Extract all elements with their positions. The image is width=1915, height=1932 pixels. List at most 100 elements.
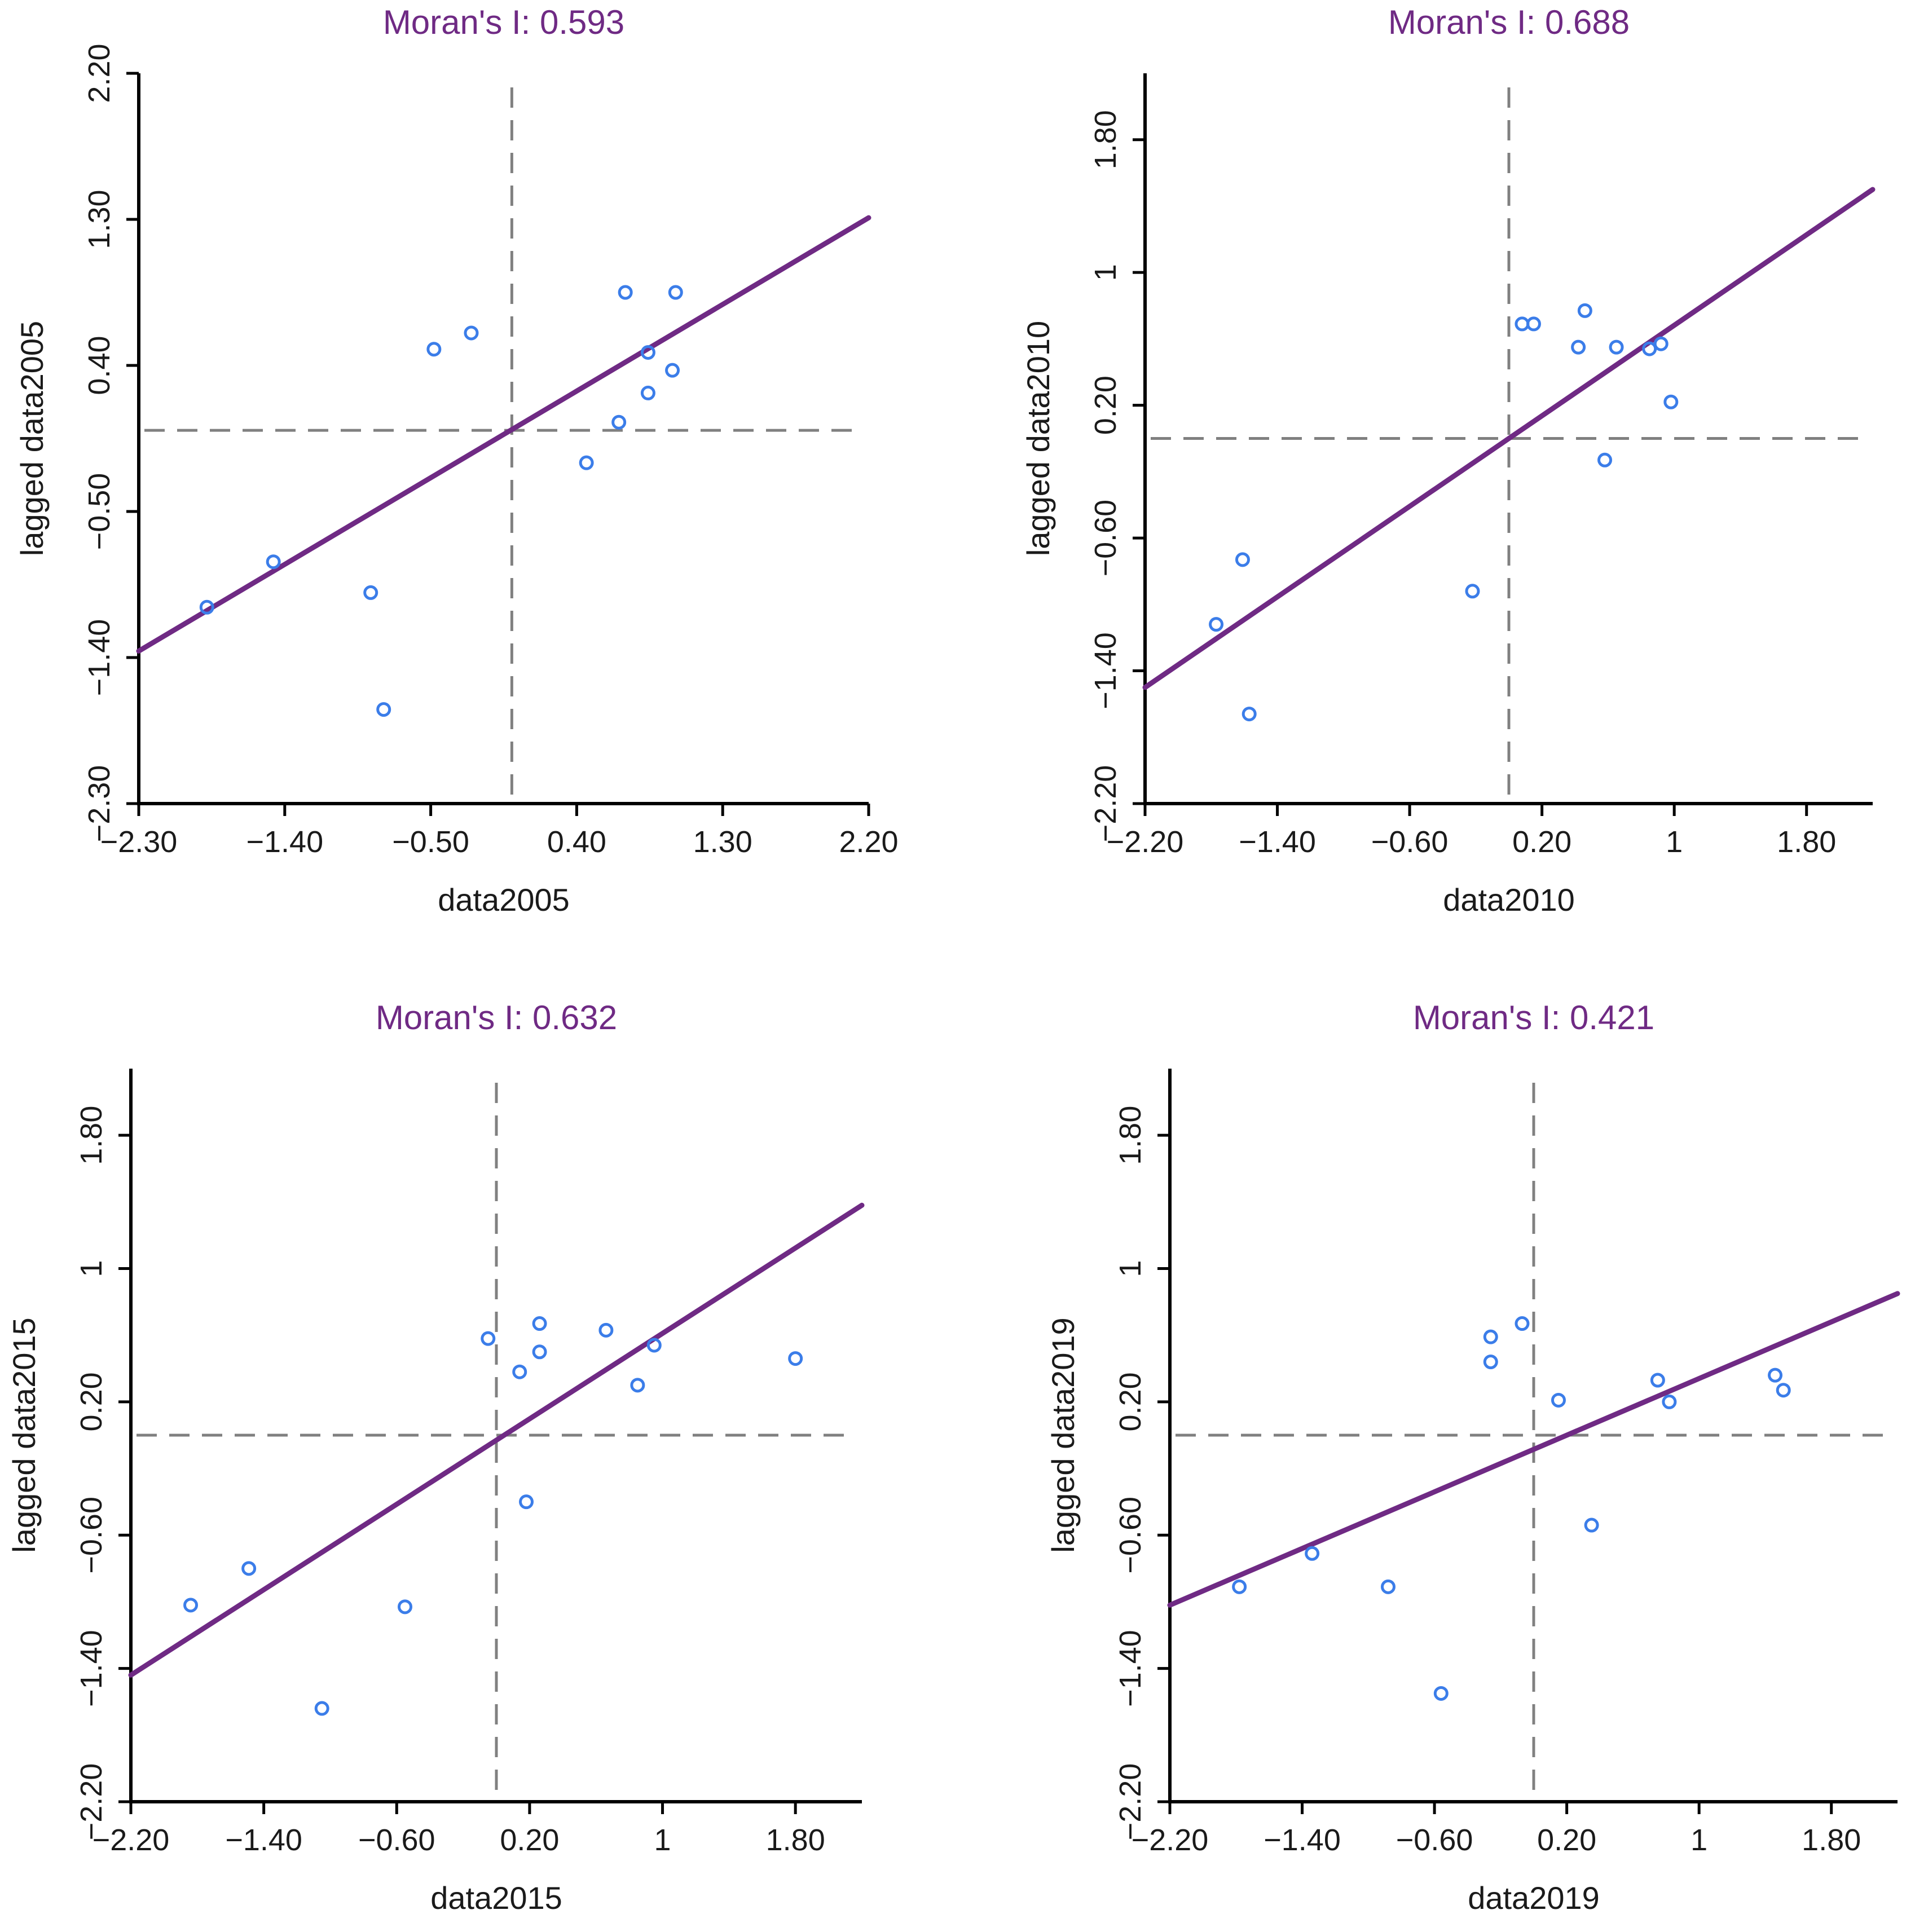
scatter-panel-4: Moran's I: 0.421 −2.20 −1.40 −0.60 0.20 1 1.80…	[1045, 999, 1900, 1916]
data-point	[1242, 707, 1257, 722]
data-point	[1483, 1355, 1498, 1369]
data-point	[314, 1701, 329, 1716]
y-axis-title: lagged data2015	[6, 1317, 42, 1552]
y-tick-label: 0.20	[1089, 376, 1122, 435]
data-point	[1551, 1392, 1566, 1408]
scatter-panel-2: Moran's I: 0.688 −2.20 −1.40 −0.60 0.20 1 1.80…	[1020, 3, 1876, 918]
x-tick-label: −0.60	[1371, 825, 1449, 859]
chart-title: Moran's I: 0.688	[1388, 3, 1630, 41]
x-tick-label: −1.40	[225, 1823, 302, 1857]
y-tick-label: 2.20	[82, 43, 116, 103]
x-tick-label: 1	[654, 1823, 671, 1857]
data-point	[1768, 1368, 1783, 1383]
y-tick-label: −1.40	[1113, 1630, 1147, 1707]
x-tick-label: −1.40	[1239, 825, 1316, 859]
data-point	[1305, 1546, 1320, 1561]
y-tick-label: −0.60	[1089, 500, 1122, 577]
data-point	[668, 285, 683, 300]
y-tick-label: −0.60	[1113, 1497, 1147, 1574]
chart-title: Moran's I: 0.632	[376, 999, 617, 1036]
data-point	[665, 363, 680, 378]
data-point	[579, 455, 594, 470]
data-point	[646, 1338, 662, 1353]
x-tick-label: 0.20	[1537, 1823, 1596, 1857]
y-tick-label: 0.40	[82, 336, 116, 395]
x-tick-label: −0.60	[358, 1823, 435, 1857]
x-tick-label: −2.20	[1132, 1823, 1209, 1857]
data-point	[398, 1599, 412, 1615]
regression-line	[136, 215, 871, 654]
data-point	[1653, 336, 1669, 351]
data-point	[241, 1561, 257, 1576]
chart-title: Moran's I: 0.593	[383, 3, 624, 41]
data-point	[183, 1598, 199, 1613]
y-tick-label: 1	[1089, 264, 1122, 281]
y-tick-label: 1.80	[1113, 1106, 1147, 1165]
y-tick-label: −1.40	[82, 619, 116, 696]
y-tick-label: −0.50	[82, 473, 116, 550]
data-point	[611, 414, 627, 430]
y-tick-label: 0.20	[1113, 1372, 1147, 1431]
data-point	[1663, 394, 1679, 409]
y-tick-label: 1	[1113, 1260, 1147, 1277]
data-point	[1515, 1316, 1530, 1331]
data-point	[1526, 316, 1541, 332]
x-tick-label: −1.40	[1264, 1823, 1341, 1857]
x-tick-label: 2.20	[839, 825, 898, 859]
data-point	[1465, 584, 1480, 599]
data-point	[512, 1364, 527, 1379]
x-axis-title: data2005	[438, 882, 570, 918]
y-tick-label: −2.30	[82, 765, 116, 843]
data-point	[1433, 1686, 1449, 1701]
data-point	[266, 554, 281, 570]
data-point	[1650, 1373, 1665, 1388]
y-axis-title: lagged data2010	[1020, 321, 1056, 556]
data-point	[1642, 341, 1657, 356]
x-tick-label: 1.80	[1777, 825, 1836, 859]
y-axis-title: lagged data2005	[14, 321, 50, 556]
data-point	[640, 345, 655, 360]
scatter-panel-1: Moran's I: 0.593 −2.30 −1.40 −0.50 0.40 1.30 2…	[14, 3, 899, 918]
y-tick-label: 1.80	[1089, 110, 1122, 169]
y-tick-label: 1.30	[82, 189, 116, 249]
regression-line	[1167, 1291, 1900, 1608]
data-point	[1597, 452, 1613, 467]
x-tick-label: 1.80	[766, 1823, 825, 1857]
data-point	[1662, 1394, 1677, 1409]
x-axis-title: data2015	[430, 1880, 562, 1916]
data-point	[481, 1331, 496, 1346]
x-tick-label: −2.20	[1107, 825, 1184, 859]
y-tick-label: −0.60	[74, 1497, 108, 1574]
y-tick-label: 1.80	[74, 1106, 108, 1165]
data-point	[1609, 339, 1624, 355]
data-point	[532, 1316, 547, 1331]
x-tick-label: 1.30	[693, 825, 752, 859]
x-tick-label: −2.30	[100, 825, 178, 859]
data-point	[1232, 1579, 1247, 1594]
data-point	[1483, 1329, 1498, 1344]
y-tick-label: −2.20	[74, 1763, 108, 1841]
x-axis-title: data2010	[1443, 882, 1575, 918]
x-tick-label: −0.60	[1396, 1823, 1473, 1857]
data-point	[363, 585, 378, 600]
x-tick-label: 0.20	[1512, 825, 1571, 859]
regression-line	[1142, 187, 1876, 690]
x-tick-label: −2.20	[93, 1823, 170, 1857]
data-point	[1577, 303, 1592, 318]
y-axis-title: lagged data2019	[1045, 1317, 1081, 1552]
scatter-panel-3: Moran's I: 0.632 −2.20 −1.40 −0.60 0.20 1 1.80…	[6, 999, 865, 1916]
x-tick-label: 0.20	[500, 1823, 559, 1857]
y-tick-label: −1.40	[74, 1630, 108, 1707]
y-tick-label: −2.20	[1113, 1763, 1147, 1841]
data-point	[376, 702, 391, 717]
chart-title: Moran's I: 0.421	[1413, 999, 1654, 1036]
data-point	[618, 285, 633, 300]
data-point	[426, 342, 442, 357]
data-point	[199, 599, 214, 615]
data-point	[1584, 1518, 1599, 1533]
data-point	[788, 1351, 803, 1366]
data-point	[630, 1378, 645, 1393]
y-tick-label: 1	[74, 1260, 108, 1277]
x-axis-title: data2019	[1468, 1880, 1600, 1916]
